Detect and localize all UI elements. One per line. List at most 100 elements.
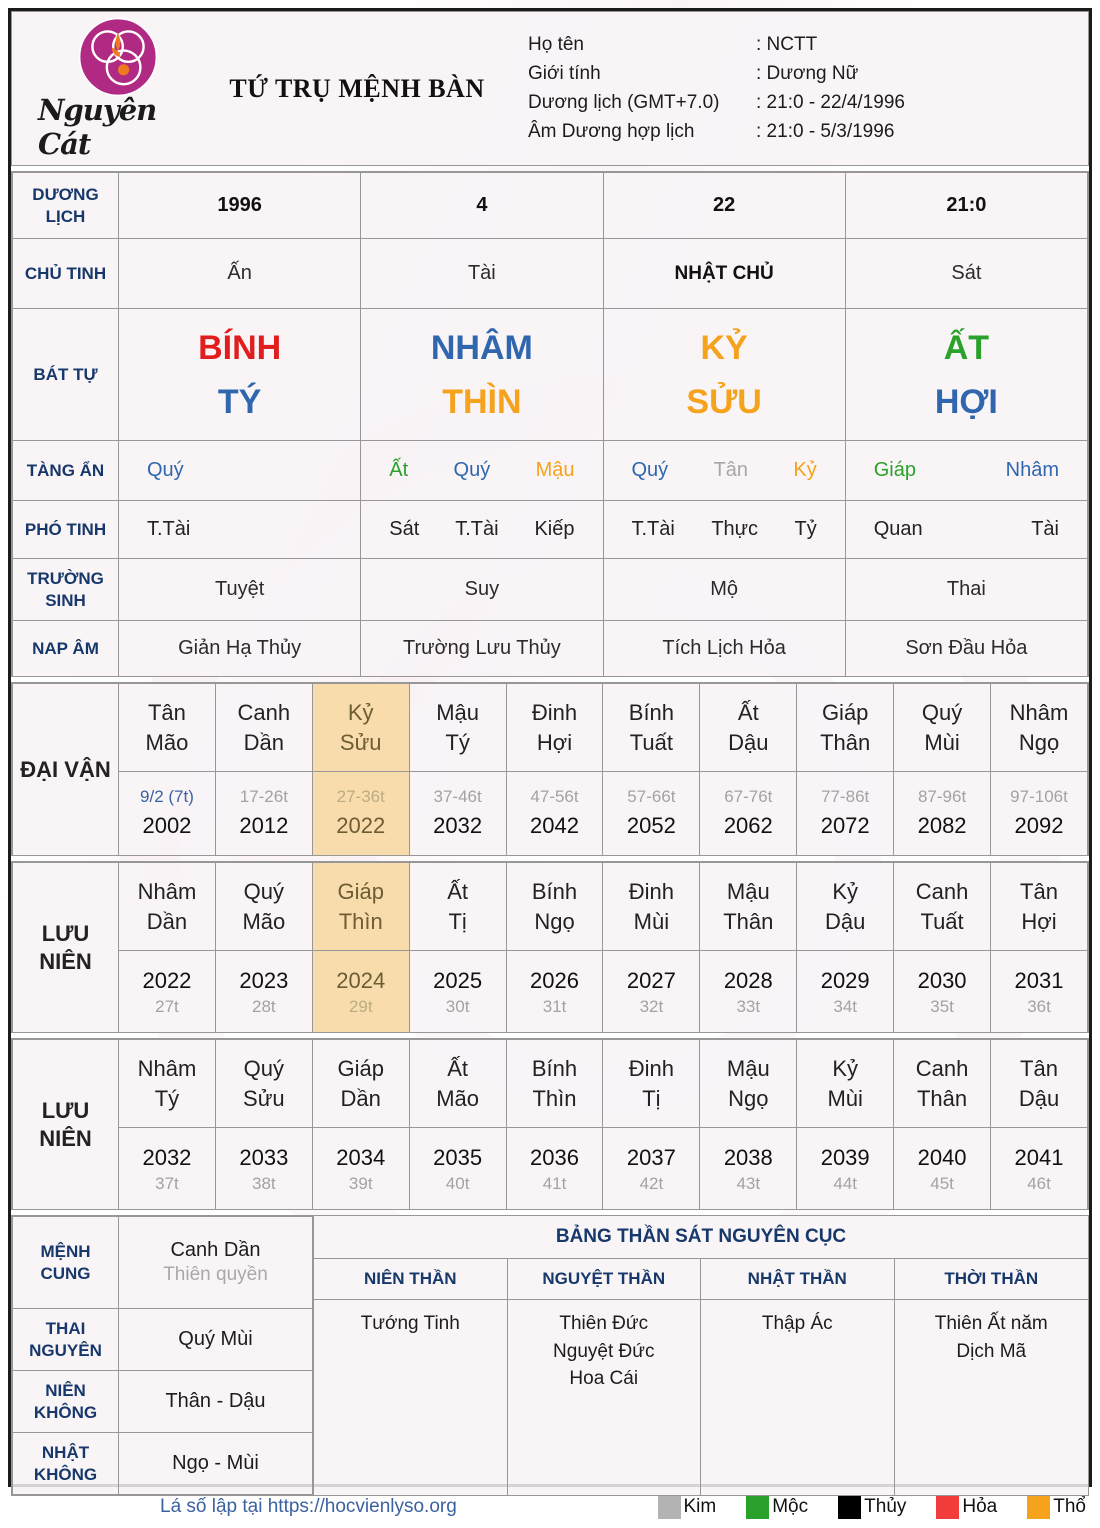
bazi-pillar-month: NHÂM THÌN xyxy=(360,308,604,441)
luu-nien-pillar: Ất Tị xyxy=(408,862,507,951)
info-value: : 21:0 - 5/3/1996 xyxy=(756,121,895,142)
age-range: 27-36t xyxy=(336,787,385,807)
age: 28t xyxy=(252,996,276,1016)
year: 2033 xyxy=(239,1145,289,1171)
luu-nien-pillar: Đinh Mùi xyxy=(602,862,701,951)
nayin-cell: Sơn Đầu Hỏa xyxy=(844,620,1089,677)
life-stage-cell: Suy xyxy=(360,558,604,621)
year: 2022 xyxy=(142,968,192,994)
luu-nien-year: 2038 43t xyxy=(699,1127,798,1210)
row-label-luu-nien: LƯU NIÊN xyxy=(12,862,119,1033)
col-header-nhat-than: NHẬT THẦN xyxy=(701,1259,895,1299)
luu-nien-pillar: Canh Thân xyxy=(893,1039,992,1128)
pillar-cell: 1996 xyxy=(117,172,362,239)
dai-van-period: 57-66t 2052 xyxy=(602,771,701,856)
age: 34t xyxy=(833,996,857,1016)
nguyet-than-stars: Thiên Đức Nguyệt Đức Hoa Cái xyxy=(508,1300,701,1495)
earthly-branch: SỬU xyxy=(686,382,762,421)
bazi-pillar-day: KỶ SỬU xyxy=(602,308,846,441)
luu-nien-1-section: LƯU NIÊN Nhâm Dần Quý Mão Giáp Thìn Ất Tị Bí… xyxy=(11,861,1089,1033)
year: 2029 xyxy=(820,968,870,994)
row-label-truong-sinh: TRƯỜNG SINH xyxy=(12,558,119,621)
age-range: 67-76t xyxy=(724,787,773,807)
hoa-color-swatch xyxy=(936,1495,960,1519)
hidden-stem: Quý xyxy=(453,459,491,481)
luu-nien-pillar: Kỷ Dậu xyxy=(796,862,895,951)
row-label-tang-an: TÀNG ẨN xyxy=(12,440,119,501)
year: 2032 xyxy=(142,1145,192,1171)
luu-nien-year: 2030 35t xyxy=(893,950,992,1033)
luu-nien-year: 2032 37t xyxy=(118,1127,216,1210)
age: 29t xyxy=(348,996,373,1016)
life-stage-cell: Thai xyxy=(844,558,1089,621)
age: 31t xyxy=(542,996,567,1016)
age-range: 17-26t xyxy=(239,787,288,807)
menh-cung-value: Canh Dần Thiên quyền xyxy=(118,1216,313,1309)
age-range: 77-86t xyxy=(821,787,870,807)
start-year: 2012 xyxy=(239,813,289,839)
year: 2038 xyxy=(723,1145,773,1171)
pillar-cell: 22 xyxy=(602,172,846,239)
dai-van-pillar: Bính Tuất xyxy=(602,683,701,772)
start-year: 2052 xyxy=(626,813,676,839)
age-range: 47-56t xyxy=(530,787,579,807)
life-stage-cell: Mộ xyxy=(602,558,846,621)
moc-color-swatch xyxy=(746,1495,770,1519)
minor-stars-cell: T.Tài Thực Tỷ xyxy=(602,500,846,559)
pillar-cell: Tài xyxy=(360,238,604,309)
than-sat-panel: BẢNG THẦN SÁT NGUYÊN CỤC NIÊN THẦN NGUYỆ… xyxy=(313,1215,1089,1496)
heavenly-stem: BÍNH xyxy=(198,328,282,367)
minor-star: Kiếp xyxy=(534,518,575,540)
person-info: Họ tên : NCTT Giới tính : Dương Nữ Dương… xyxy=(516,34,1074,143)
than-sat-title: BẢNG THẦN SÁT NGUYÊN CỤC xyxy=(314,1216,1088,1259)
nayin-cell: Trường Lưu Thủy xyxy=(360,620,604,677)
report-header: Nguyên Cát TỨ TRỤ MỆNH BÀN Họ tên : NCTT… xyxy=(11,11,1089,166)
start-year: 2062 xyxy=(723,813,773,839)
dai-van-period: 37-46t 2032 xyxy=(408,771,507,856)
dai-van-pillar: Ất Dậu xyxy=(699,683,798,772)
luu-nien-year: 2022 27t xyxy=(118,950,216,1033)
luu-nien-pillar: Đinh Tị xyxy=(602,1039,701,1128)
luu-nien-pillar: Bính Ngọ xyxy=(505,862,604,951)
thai-nguyen-value: Quý Mùi xyxy=(118,1308,313,1371)
age: 32t xyxy=(639,996,664,1016)
start-year: 2092 xyxy=(1014,813,1064,839)
luu-nien-pillar: Mậu Thân xyxy=(699,862,798,951)
luu-nien-pillar: Mậu Ngọ xyxy=(699,1039,798,1128)
year: 2023 xyxy=(239,968,289,994)
info-value: : 21:0 - 22/4/1996 xyxy=(756,92,905,113)
age: 42t xyxy=(639,1173,664,1193)
dai-van-period: 67-76t 2062 xyxy=(699,771,798,856)
age: 39t xyxy=(348,1173,373,1193)
star-name: Thiên Ất năm xyxy=(934,1313,1048,1334)
star-name: Thiên Đức xyxy=(559,1313,649,1334)
age-range: 57-66t xyxy=(627,787,676,807)
start-year: 2032 xyxy=(433,813,483,839)
luu-nien-year: 2034 39t xyxy=(311,1127,410,1210)
luu-nien-1-table: LƯU NIÊN Nhâm Dần Quý Mão Giáp Thìn Ất Tị Bí… xyxy=(12,862,1088,1033)
dai-van-period: 87-96t 2082 xyxy=(893,771,992,856)
luu-nien-pillar: Nhâm Dần xyxy=(118,862,216,951)
col-header-nguyet-than: NGUYỆT THẦN xyxy=(508,1259,701,1299)
credit-link[interactable]: Lá số lập tại https://hocvienlyso.org xyxy=(160,1496,457,1517)
nayin-cell: Tích Lịch Hỏa xyxy=(602,620,846,677)
year: 2025 xyxy=(433,968,483,994)
tho-color-swatch xyxy=(1027,1495,1051,1519)
age: 33t xyxy=(736,996,761,1016)
nien-khong-value: Thân - Dậu xyxy=(118,1370,313,1433)
hidden-stem: Kỷ xyxy=(793,459,817,481)
year: 2040 xyxy=(917,1145,967,1171)
page-title: TỨ TRỤ MỆNH BÀN xyxy=(229,73,485,103)
year: 2024 xyxy=(336,968,386,994)
start-year: 2042 xyxy=(530,813,579,839)
hidden-stem: Mậu xyxy=(535,459,575,481)
age-range: 87-96t xyxy=(917,787,967,807)
dai-van-period: 9/2 (7t) 2002 xyxy=(118,771,216,856)
nhat-khong-value: Ngọ - Mùi xyxy=(118,1432,313,1495)
hidden-stems-cell: Ất Quý Mậu xyxy=(360,440,604,501)
luu-nien-pillar: Nhâm Tý xyxy=(118,1039,216,1128)
age: 41t xyxy=(542,1173,567,1193)
row-label-duong-lich: DƯƠNG LỊCH xyxy=(12,172,119,239)
bazi-pillar-year: BÍNH TÝ xyxy=(117,308,362,441)
legend-moc: Mộc xyxy=(746,1495,808,1519)
